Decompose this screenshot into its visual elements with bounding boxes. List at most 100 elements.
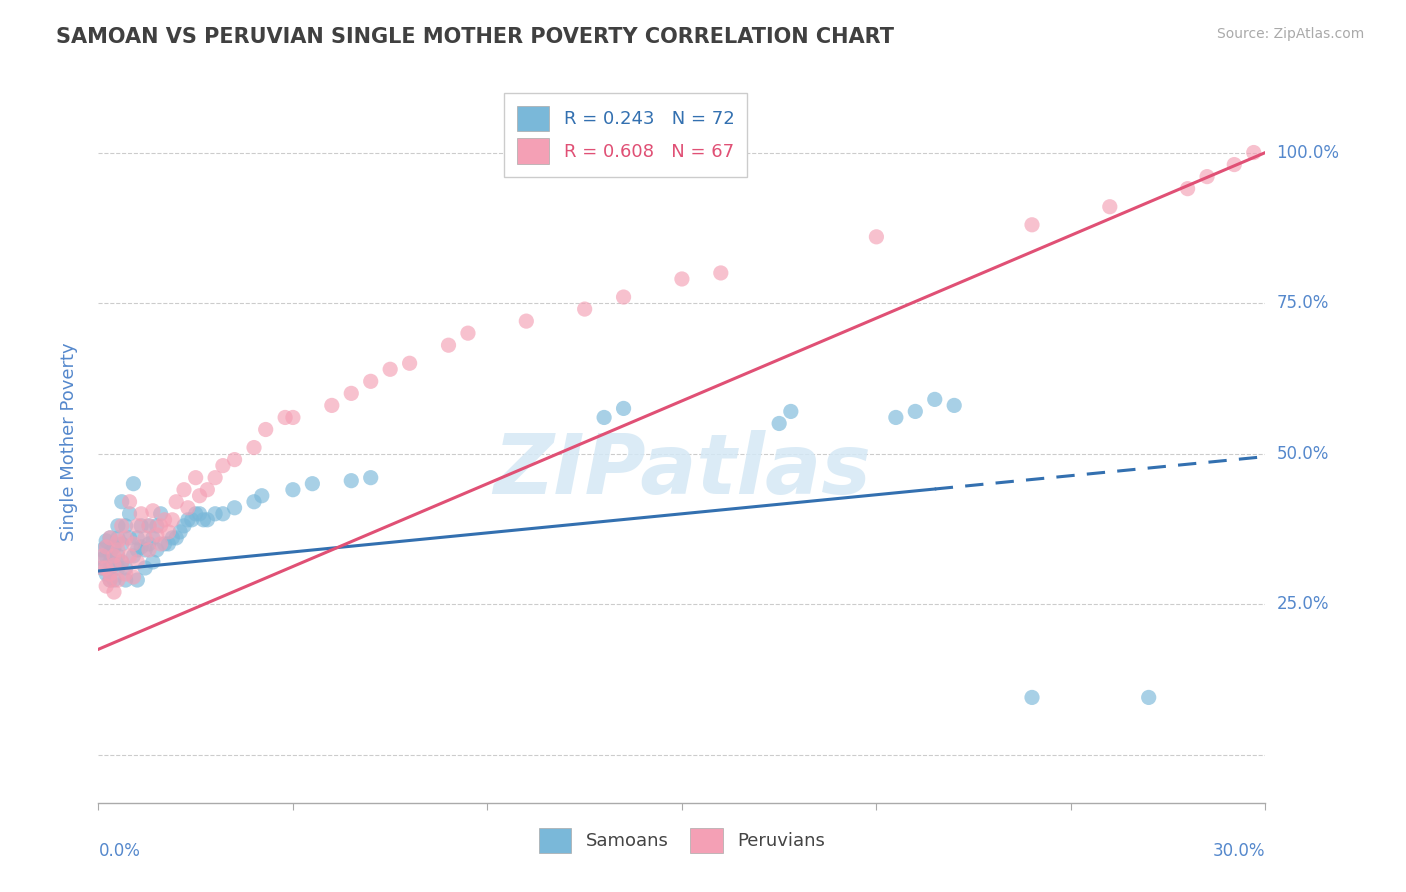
Point bbox=[243, 494, 266, 508]
Text: 100.0%: 100.0% bbox=[1277, 144, 1340, 161]
Point bbox=[122, 476, 145, 491]
Point bbox=[107, 542, 129, 557]
Point bbox=[138, 519, 160, 533]
Point bbox=[138, 537, 160, 551]
Point bbox=[118, 494, 141, 508]
Point bbox=[98, 531, 121, 545]
Point bbox=[613, 290, 636, 304]
Point bbox=[129, 507, 152, 521]
Point bbox=[1177, 182, 1199, 196]
Point bbox=[118, 507, 141, 521]
Point bbox=[301, 476, 323, 491]
Point bbox=[360, 375, 382, 389]
Point bbox=[184, 507, 207, 521]
Point bbox=[107, 519, 129, 533]
Point bbox=[281, 483, 304, 497]
Text: 25.0%: 25.0% bbox=[1277, 595, 1329, 613]
Point bbox=[149, 537, 172, 551]
Point bbox=[1021, 218, 1043, 232]
Point bbox=[173, 519, 195, 533]
Point bbox=[98, 555, 121, 569]
Point bbox=[91, 549, 114, 563]
Point bbox=[103, 558, 125, 572]
Point bbox=[114, 573, 136, 587]
Point bbox=[96, 561, 118, 575]
Point bbox=[142, 531, 165, 545]
Text: ZIPatlas: ZIPatlas bbox=[494, 430, 870, 511]
Point bbox=[165, 531, 187, 545]
Point bbox=[224, 452, 246, 467]
Point bbox=[114, 531, 136, 545]
Point bbox=[177, 513, 200, 527]
Point bbox=[114, 561, 136, 575]
Point bbox=[111, 519, 134, 533]
Point bbox=[96, 579, 118, 593]
Point bbox=[1223, 158, 1246, 172]
Point bbox=[1098, 200, 1121, 214]
Point bbox=[157, 524, 180, 539]
Point bbox=[142, 555, 165, 569]
Text: Source: ZipAtlas.com: Source: ZipAtlas.com bbox=[1216, 27, 1364, 41]
Point bbox=[103, 558, 125, 572]
Point bbox=[114, 519, 136, 533]
Point bbox=[96, 533, 118, 548]
Point bbox=[91, 552, 114, 566]
Text: 75.0%: 75.0% bbox=[1277, 294, 1329, 312]
Point bbox=[515, 314, 537, 328]
Point bbox=[250, 489, 273, 503]
Point bbox=[321, 398, 343, 412]
Point bbox=[122, 537, 145, 551]
Point bbox=[96, 540, 118, 554]
Point bbox=[274, 410, 297, 425]
Point bbox=[779, 404, 801, 418]
Point bbox=[127, 531, 149, 545]
Point bbox=[96, 549, 118, 563]
Point bbox=[111, 494, 134, 508]
Point bbox=[710, 266, 733, 280]
Point bbox=[138, 519, 160, 533]
Point bbox=[360, 471, 382, 485]
Point bbox=[127, 519, 149, 533]
Point bbox=[138, 542, 160, 557]
Point bbox=[169, 524, 191, 539]
Point bbox=[924, 392, 946, 407]
Point bbox=[149, 519, 172, 533]
Point bbox=[254, 423, 277, 437]
Point bbox=[107, 531, 129, 545]
Point bbox=[118, 549, 141, 563]
Point bbox=[613, 401, 636, 416]
Point bbox=[437, 338, 460, 352]
Point bbox=[224, 500, 246, 515]
Point bbox=[943, 398, 966, 412]
Point bbox=[107, 573, 129, 587]
Point bbox=[98, 573, 121, 587]
Point bbox=[96, 567, 118, 582]
Point bbox=[162, 531, 184, 545]
Point bbox=[127, 542, 149, 557]
Point bbox=[340, 386, 363, 401]
Point bbox=[107, 561, 129, 575]
Point bbox=[91, 561, 114, 575]
Point bbox=[204, 507, 226, 521]
Point bbox=[195, 483, 218, 497]
Point bbox=[593, 410, 616, 425]
Point bbox=[173, 483, 195, 497]
Point bbox=[134, 561, 156, 575]
Point bbox=[380, 362, 402, 376]
Point bbox=[91, 542, 114, 557]
Point bbox=[157, 537, 180, 551]
Point bbox=[1021, 690, 1043, 705]
Point bbox=[184, 471, 207, 485]
Point bbox=[153, 537, 176, 551]
Text: 50.0%: 50.0% bbox=[1277, 444, 1329, 463]
Point bbox=[98, 561, 121, 575]
Point bbox=[91, 561, 114, 575]
Point bbox=[103, 585, 125, 599]
Point bbox=[1195, 169, 1218, 184]
Point bbox=[111, 555, 134, 569]
Legend: Samoans, Peruvians: Samoans, Peruvians bbox=[530, 819, 834, 863]
Point bbox=[98, 531, 121, 545]
Point bbox=[188, 489, 211, 503]
Point bbox=[103, 573, 125, 587]
Point bbox=[122, 570, 145, 584]
